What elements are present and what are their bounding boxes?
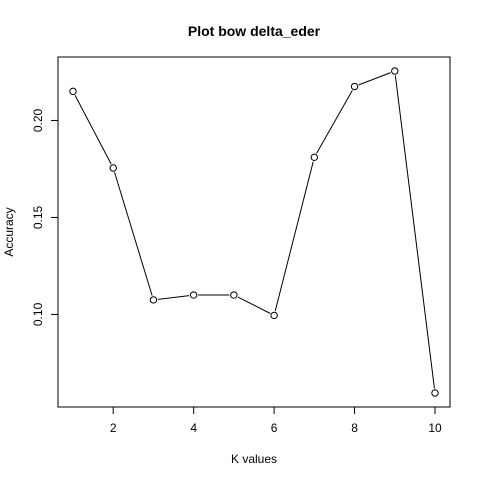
x-tick-label: 2 xyxy=(110,421,117,435)
data-point xyxy=(270,311,278,320)
data-point xyxy=(109,164,117,172)
data-point xyxy=(230,291,238,299)
data-point xyxy=(149,296,158,304)
y-axis: 0.10 0.15 0.20 xyxy=(31,108,58,326)
x-tick-label: 8 xyxy=(351,421,358,435)
x-tick-label: 6 xyxy=(271,421,278,435)
y-tick-label: 0.15 xyxy=(31,205,45,229)
y-tick-label: 0.10 xyxy=(31,302,45,326)
y-tick-label: 0.20 xyxy=(31,108,45,132)
data-point xyxy=(391,67,399,75)
data-point xyxy=(350,82,359,91)
x-tick-label: 10 xyxy=(428,421,442,435)
x-axis-label: K values xyxy=(231,452,277,466)
data-point xyxy=(431,389,439,397)
data-point xyxy=(189,291,198,299)
data-point xyxy=(69,87,77,96)
series-line xyxy=(74,72,435,389)
plot-frame xyxy=(57,56,451,408)
x-tick-label: 4 xyxy=(190,421,197,435)
x-axis: 2 4 6 8 10 xyxy=(110,407,442,435)
chart-title: Plot bow delta_eder xyxy=(188,23,321,39)
data-point xyxy=(310,153,319,162)
y-axis-label: Accuracy xyxy=(2,207,16,256)
data-points xyxy=(69,67,439,397)
